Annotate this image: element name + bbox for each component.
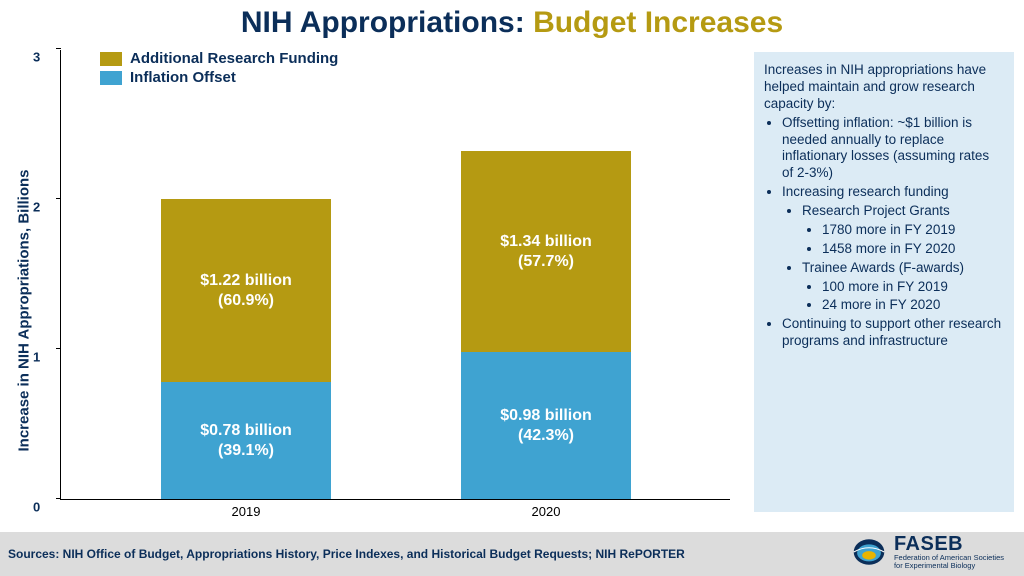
sidebar-panel: Increases in NIH appropriations have hel… xyxy=(754,52,1014,512)
y-tick-label: 0 xyxy=(33,500,40,515)
footer-link-appropriations[interactable]: Appropriations History xyxy=(186,547,316,561)
footer-sep2: , and xyxy=(400,547,431,561)
sidebar-b2b-text: Trainee Awards (F-awards) xyxy=(802,260,964,275)
sidebar-b2b: Trainee Awards (F-awards) 100 more in FY… xyxy=(802,260,1004,315)
bar-group-2019: $1.22 billion(60.9%)$0.78 billion(39.1%)… xyxy=(161,199,331,499)
sidebar-intro: Increases in NIH appropriations have hel… xyxy=(764,62,1004,113)
footer-link-reporter[interactable]: NIH RePORTER xyxy=(596,547,685,561)
sidebar-b2a1: 1780 more in FY 2019 xyxy=(822,222,1004,239)
faseb-logo-mark xyxy=(852,535,886,569)
page-title: NIH Appropriations: Budget Increases xyxy=(0,6,1024,40)
bar-seg-inflation-2019: $0.78 billion(39.1%) xyxy=(161,382,331,499)
slide: NIH Appropriations: Budget Increases Add… xyxy=(0,0,1024,576)
faseb-logo-text: FASEB Federation of American Societies f… xyxy=(894,534,1004,570)
sidebar-b2a: Research Project Grants 1780 more in FY … xyxy=(802,203,1004,258)
bar-group-2020: $1.34 billion(57.7%)$0.98 billion(42.3%)… xyxy=(461,151,631,499)
title-suffix: Budget Increases xyxy=(533,6,783,39)
sidebar-b3: Continuing to support other research pro… xyxy=(782,316,1004,350)
sidebar-b2a2: 1458 more in FY 2020 xyxy=(822,241,1004,258)
bar-seg-additional-2019: $1.22 billion(60.9%) xyxy=(161,199,331,382)
sidebar-list: Offsetting inflation: ~$1 billion is nee… xyxy=(764,115,1004,350)
sidebar-b2-text: Increasing research funding xyxy=(782,184,949,199)
footer-prefix: Sources: NIH Office of Budget, xyxy=(8,547,186,561)
y-tick-label: 1 xyxy=(33,350,40,365)
x-category-2019: 2019 xyxy=(161,504,331,519)
sidebar-b2b1: 100 more in FY 2019 xyxy=(822,279,1004,296)
plot-area: 0123$1.22 billion(60.9%)$0.78 billion(39… xyxy=(60,50,730,500)
footer-link-historical[interactable]: Historical Budget Requests xyxy=(431,547,588,561)
y-axis-label-wrap: Increase in NIH Appropriations, Billions xyxy=(14,110,34,510)
sidebar-b1: Offsetting inflation: ~$1 billion is nee… xyxy=(782,115,1004,183)
bar-seg-inflation-2020: $0.98 billion(42.3%) xyxy=(461,352,631,499)
faseb-sub2: for Experimental Biology xyxy=(894,562,1004,570)
chart: Additional Research Funding Inflation Of… xyxy=(10,50,740,520)
faseb-name: FASEB xyxy=(894,534,1004,554)
title-prefix: NIH Appropriations: xyxy=(241,6,533,39)
y-tick-label: 2 xyxy=(33,200,40,215)
sidebar-b2: Increasing research funding Research Pro… xyxy=(782,184,1004,314)
y-axis-label: Increase in NIH Appropriations, Billions xyxy=(16,169,33,451)
sidebar-b2b2: 24 more in FY 2020 xyxy=(822,297,1004,314)
faseb-logo: FASEB Federation of American Societies f… xyxy=(852,534,1004,570)
y-tick-label: 3 xyxy=(33,50,40,65)
footer-sep3: ; xyxy=(588,547,595,561)
footer-link-price-indexes[interactable]: Price Indexes xyxy=(323,547,400,561)
footer-sep1: , xyxy=(316,547,323,561)
x-category-2020: 2020 xyxy=(461,504,631,519)
bar-seg-additional-2020: $1.34 billion(57.7%) xyxy=(461,151,631,352)
sidebar-b2a-text: Research Project Grants xyxy=(802,203,950,218)
footer-text: Sources: NIH Office of Budget, Appropria… xyxy=(8,547,685,561)
